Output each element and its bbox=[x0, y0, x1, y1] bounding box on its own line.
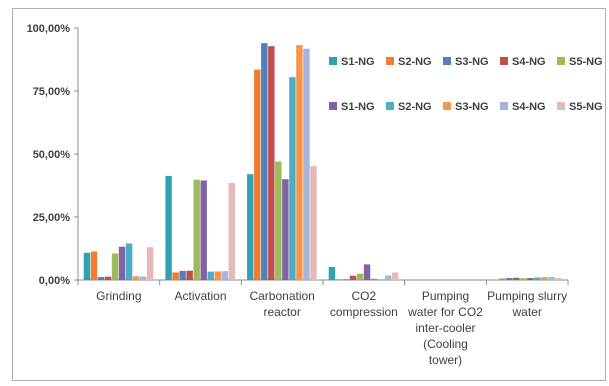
x-category-label: compression bbox=[330, 305, 398, 319]
bar bbox=[275, 161, 282, 280]
bar bbox=[111, 253, 119, 280]
bar bbox=[221, 271, 228, 280]
y-tick-label: 75,00% bbox=[33, 86, 71, 98]
bar bbox=[118, 246, 126, 280]
y-axis-ticks: 0,00% 25,00% 50,00% 75,00% 100,00% bbox=[27, 23, 78, 287]
bar bbox=[391, 272, 399, 280]
bar bbox=[247, 174, 254, 280]
bar bbox=[104, 276, 112, 280]
bar bbox=[527, 277, 534, 280]
legend-swatch bbox=[443, 57, 451, 65]
legend-label: S1-NG bbox=[341, 101, 375, 113]
legend-label: S5-NG bbox=[569, 56, 603, 68]
bar bbox=[254, 69, 261, 280]
bar bbox=[268, 46, 275, 281]
bar bbox=[328, 266, 336, 280]
legend-swatch bbox=[386, 102, 394, 110]
bar bbox=[506, 277, 513, 280]
legend: S1-NG S2-NG S3-NG S4-NG S5-NG S1-NG S2-NG S3-NG… bbox=[329, 56, 603, 113]
x-category-label: Pumping bbox=[422, 289, 469, 303]
legend-label: S4-NG bbox=[512, 56, 546, 68]
legend-label: S3-NG bbox=[455, 101, 489, 113]
bar bbox=[139, 276, 147, 280]
bar bbox=[370, 278, 378, 280]
legend-swatch bbox=[557, 57, 565, 65]
bar bbox=[335, 279, 343, 280]
legend-label: S3-NG bbox=[455, 56, 489, 68]
bar bbox=[90, 251, 98, 280]
bar bbox=[193, 179, 200, 280]
bar bbox=[186, 270, 193, 280]
bar bbox=[132, 276, 140, 280]
bar bbox=[356, 273, 364, 280]
bar bbox=[499, 278, 506, 280]
bar bbox=[146, 247, 154, 280]
y-tick-label: 0,00% bbox=[39, 275, 70, 287]
bar bbox=[377, 279, 385, 280]
legend-label: S2-NG bbox=[398, 101, 432, 113]
bar bbox=[228, 182, 236, 280]
legend-label: S2-NG bbox=[398, 56, 432, 68]
bar bbox=[349, 275, 357, 280]
legend-swatch bbox=[500, 102, 508, 110]
bar bbox=[513, 277, 520, 280]
x-category-label: Grinding bbox=[96, 289, 141, 303]
bar bbox=[303, 48, 310, 280]
legend-swatch bbox=[329, 57, 337, 65]
bar bbox=[214, 271, 221, 280]
bar bbox=[200, 180, 207, 280]
x-category-label: reactor bbox=[263, 305, 300, 319]
bar bbox=[363, 264, 371, 280]
y-tick-label: 25,00% bbox=[33, 212, 71, 224]
x-category-label: Carbonation bbox=[249, 289, 314, 303]
y-tick-label: 100,00% bbox=[27, 23, 71, 35]
legend-label: S4-NG bbox=[512, 101, 546, 113]
x-category-label: inter-cooler bbox=[415, 321, 475, 335]
y-tick-label: 50,00% bbox=[33, 149, 71, 161]
x-category-label: (Cooling bbox=[423, 337, 468, 351]
x-category-label: Pumping slurry bbox=[487, 289, 567, 303]
bar bbox=[83, 252, 91, 280]
legend-label: S1-NG bbox=[341, 56, 375, 68]
bar bbox=[310, 166, 317, 280]
legend-label: S5-NG bbox=[569, 101, 603, 113]
bar bbox=[282, 179, 289, 280]
bar bbox=[548, 276, 555, 280]
x-category-label: Activation bbox=[174, 289, 226, 303]
legend-swatch bbox=[500, 57, 508, 65]
x-category-label: tower) bbox=[429, 353, 462, 367]
bar bbox=[172, 272, 179, 280]
bar bbox=[165, 175, 172, 280]
x-axis-labels: Grinding Activation Carbonation reactor CO2 c… bbox=[77, 280, 569, 367]
bar bbox=[207, 271, 214, 280]
bar bbox=[289, 77, 296, 280]
bar bbox=[125, 243, 133, 280]
bar bbox=[384, 275, 392, 280]
x-category-label: water for CO2 bbox=[407, 305, 483, 319]
legend-swatch bbox=[329, 102, 337, 110]
bar bbox=[296, 45, 303, 280]
bar bbox=[520, 278, 527, 280]
bar bbox=[541, 277, 548, 280]
bar bbox=[534, 277, 541, 280]
bar bbox=[261, 43, 268, 281]
legend-swatch bbox=[557, 102, 565, 110]
bar bbox=[342, 279, 350, 280]
bars bbox=[83, 43, 562, 281]
x-category-label: water bbox=[511, 305, 541, 319]
bar bbox=[179, 270, 186, 280]
bar bbox=[555, 277, 562, 280]
bar bbox=[97, 276, 105, 280]
legend-swatch bbox=[443, 102, 451, 110]
legend-swatch bbox=[386, 57, 394, 65]
x-category-label: CO2 bbox=[351, 289, 376, 303]
